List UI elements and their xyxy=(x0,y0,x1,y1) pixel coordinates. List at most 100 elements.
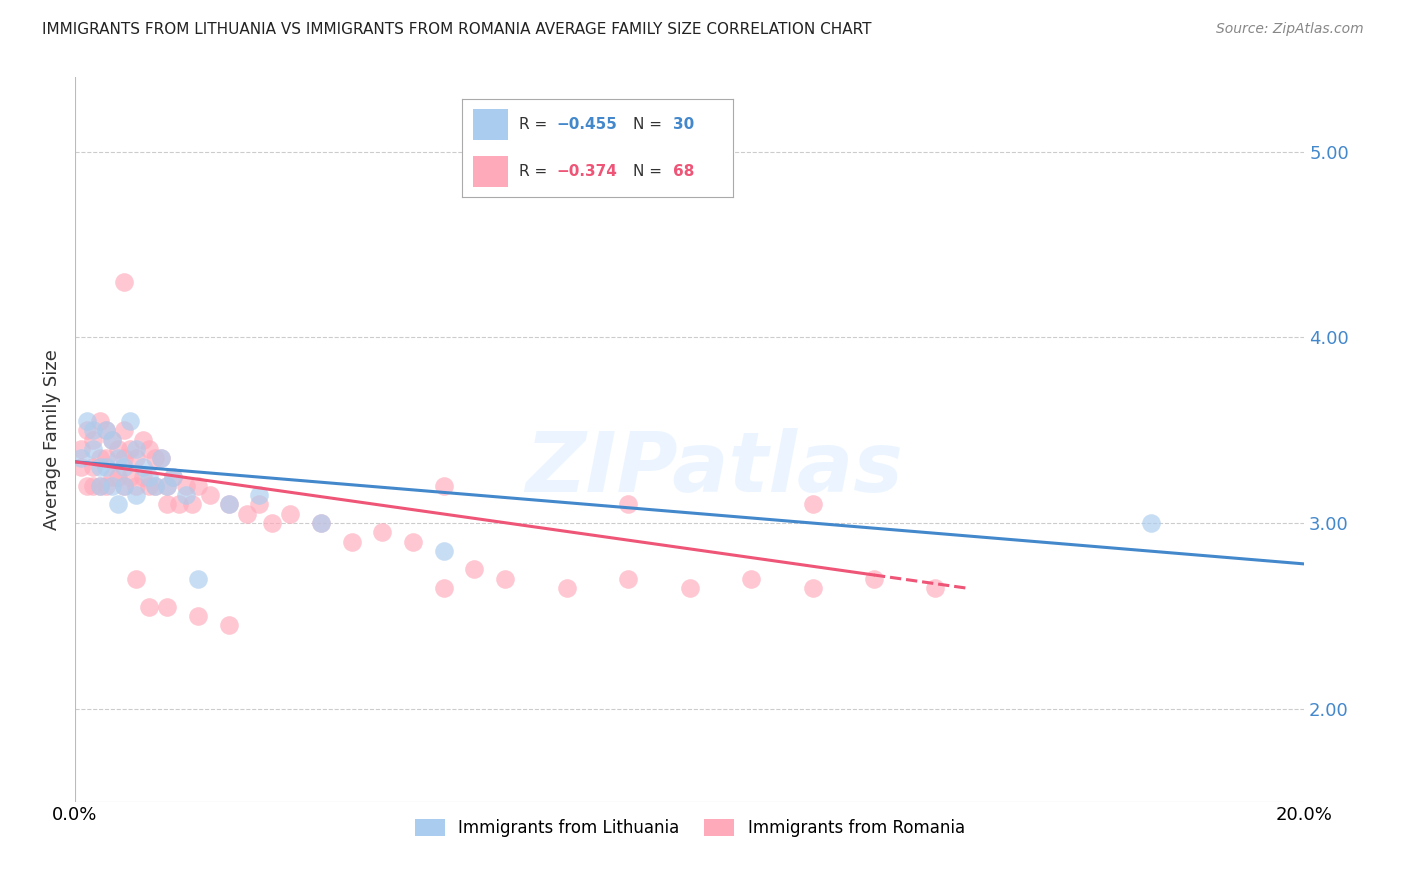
Point xyxy=(138,469,160,483)
Point xyxy=(156,479,179,493)
Point xyxy=(101,469,124,483)
Point xyxy=(371,525,394,540)
Point xyxy=(107,469,129,483)
Point xyxy=(187,608,209,623)
Point xyxy=(156,498,179,512)
Point xyxy=(131,433,153,447)
Text: ZIPatlas: ZIPatlas xyxy=(526,428,903,509)
Point xyxy=(76,479,98,493)
Point xyxy=(120,442,142,456)
Point xyxy=(162,469,184,483)
Point xyxy=(247,498,270,512)
Point xyxy=(125,488,148,502)
Text: Source: ZipAtlas.com: Source: ZipAtlas.com xyxy=(1216,22,1364,37)
Point xyxy=(169,498,191,512)
Point xyxy=(494,572,516,586)
Point xyxy=(801,581,824,595)
Point xyxy=(112,460,135,475)
Point xyxy=(156,599,179,614)
Text: IMMIGRANTS FROM LITHUANIA VS IMMIGRANTS FROM ROMANIA AVERAGE FAMILY SIZE CORRELA: IMMIGRANTS FROM LITHUANIA VS IMMIGRANTS … xyxy=(42,22,872,37)
Point xyxy=(617,498,640,512)
Point xyxy=(82,479,104,493)
Point xyxy=(150,451,173,466)
Point xyxy=(309,516,332,530)
Point xyxy=(402,534,425,549)
Point xyxy=(76,423,98,437)
Point xyxy=(187,479,209,493)
Point xyxy=(247,488,270,502)
Point xyxy=(82,442,104,456)
Point xyxy=(218,498,240,512)
Point xyxy=(143,479,166,493)
Point xyxy=(131,469,153,483)
Y-axis label: Average Family Size: Average Family Size xyxy=(44,349,60,530)
Point xyxy=(107,498,129,512)
Point xyxy=(112,275,135,289)
Legend: Immigrants from Lithuania, Immigrants from Romania: Immigrants from Lithuania, Immigrants fr… xyxy=(408,813,972,844)
Point xyxy=(120,469,142,483)
Point xyxy=(138,599,160,614)
Point xyxy=(89,479,111,493)
Point xyxy=(309,516,332,530)
Point xyxy=(200,488,222,502)
Point xyxy=(218,618,240,632)
Point xyxy=(107,442,129,456)
Point xyxy=(112,479,135,493)
Point xyxy=(94,423,117,437)
Point xyxy=(174,479,197,493)
Point xyxy=(278,507,301,521)
Point xyxy=(131,460,153,475)
Point xyxy=(138,442,160,456)
Point xyxy=(94,451,117,466)
Point xyxy=(112,479,135,493)
Point xyxy=(617,572,640,586)
Point xyxy=(70,442,93,456)
Point xyxy=(94,460,117,475)
Point xyxy=(162,469,184,483)
Point xyxy=(260,516,283,530)
Point xyxy=(463,562,485,576)
Point xyxy=(101,433,124,447)
Point xyxy=(107,451,129,466)
Point xyxy=(101,433,124,447)
Point xyxy=(678,581,700,595)
Point xyxy=(174,488,197,502)
Point xyxy=(740,572,762,586)
Point xyxy=(433,581,456,595)
Point xyxy=(340,534,363,549)
Point xyxy=(924,581,946,595)
Point xyxy=(70,460,93,475)
Point xyxy=(89,451,111,466)
Point xyxy=(112,423,135,437)
Point xyxy=(82,460,104,475)
Point xyxy=(433,479,456,493)
Point xyxy=(143,479,166,493)
Point xyxy=(82,433,104,447)
Point xyxy=(82,423,104,437)
Point xyxy=(125,451,148,466)
Point xyxy=(125,479,148,493)
Point xyxy=(138,479,160,493)
Point xyxy=(1139,516,1161,530)
Point xyxy=(801,498,824,512)
Point xyxy=(187,572,209,586)
Point xyxy=(180,498,202,512)
Point xyxy=(150,451,173,466)
Point xyxy=(94,479,117,493)
Point xyxy=(218,498,240,512)
Point xyxy=(89,414,111,428)
Point xyxy=(125,442,148,456)
Point xyxy=(89,460,111,475)
Point xyxy=(863,572,886,586)
Point xyxy=(156,479,179,493)
Point xyxy=(70,451,93,466)
Point xyxy=(120,414,142,428)
Point xyxy=(112,451,135,466)
Point xyxy=(76,414,98,428)
Point xyxy=(101,479,124,493)
Point xyxy=(94,423,117,437)
Point xyxy=(433,544,456,558)
Point xyxy=(236,507,259,521)
Point xyxy=(125,572,148,586)
Point xyxy=(89,479,111,493)
